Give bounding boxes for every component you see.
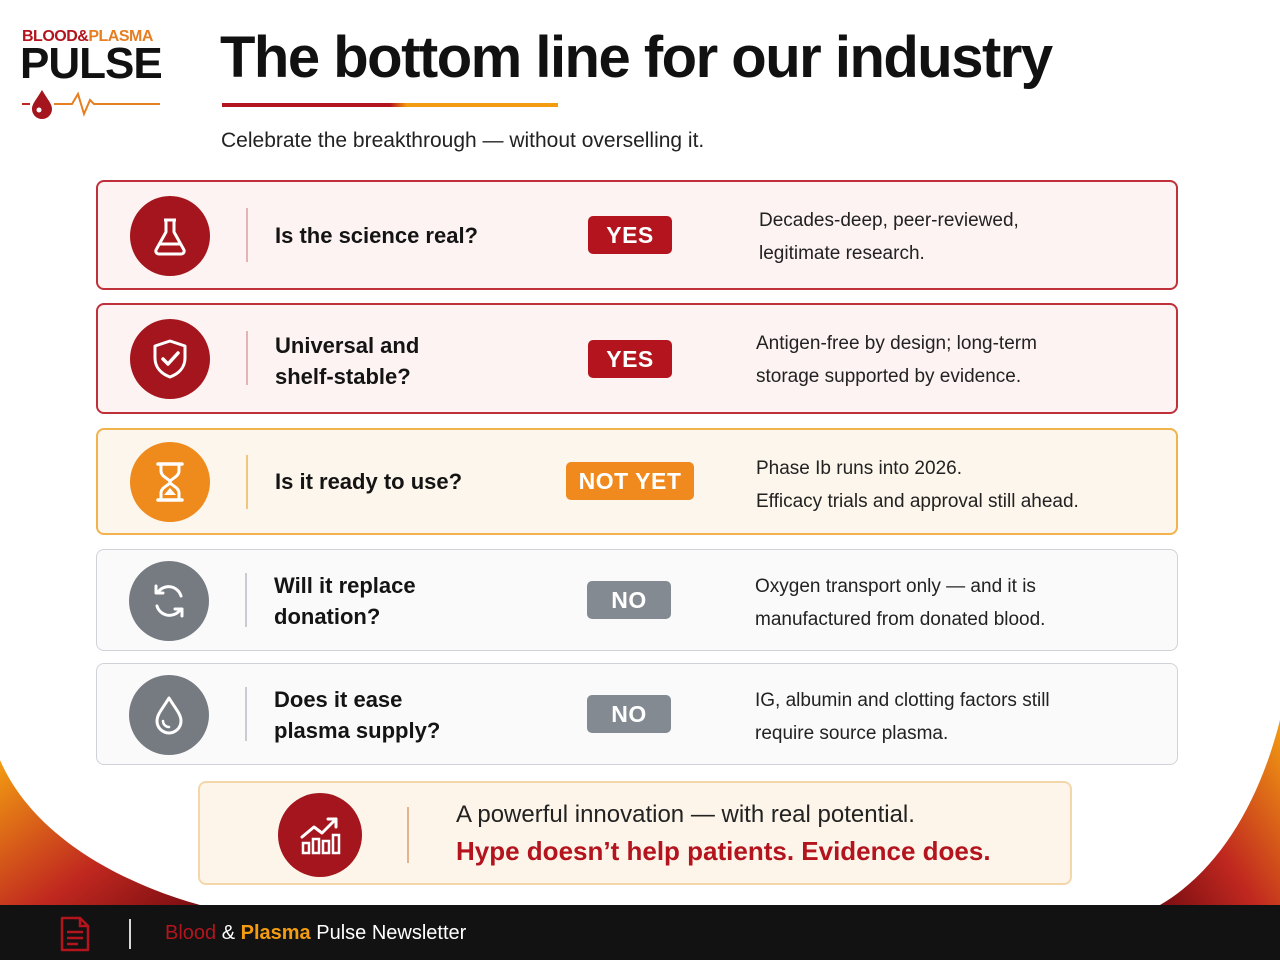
page-title: The bottom line for our industry (220, 25, 1053, 90)
hourglass-icon (130, 442, 210, 522)
row-divider (246, 331, 248, 385)
callout-divider (407, 807, 409, 863)
blood-drop-heartbeat-icon (22, 90, 160, 119)
shield-check-icon (130, 319, 210, 399)
footer-ampersand: & (221, 922, 236, 944)
status-badge-yes: YES (588, 216, 672, 254)
row-description-line: require source plasma. (755, 723, 949, 744)
callout-statement: A powerful innovation — with real potent… (456, 801, 915, 828)
row-description: Antigen-free by design; long-term storag… (756, 327, 1156, 393)
logo-wordmark: PULSE (20, 39, 163, 88)
row-question: Is the science real? (275, 223, 478, 248)
brand-logo: BLOOD&PLASMA PULSE (20, 26, 170, 126)
refresh-cycle-icon (129, 561, 209, 641)
row-ready-to-use: Is it ready to use? NOT YET Phase Ib run… (96, 428, 1178, 535)
row-question: Does it ease plasma supply? (274, 687, 441, 743)
status-badge-no: NO (587, 695, 671, 733)
row-description-line: Decades-deep, peer-reviewed, (759, 210, 1019, 231)
row-question: Universal and shelf-stable? (275, 333, 420, 389)
title-underline (222, 103, 558, 107)
footer-divider (129, 919, 131, 949)
conclusion-callout: A powerful innovation — with real potent… (198, 781, 1072, 885)
row-description-line: Antigen-free by design; long-term (756, 333, 1037, 354)
callout-emphasis: Hype doesn’t help patients. Evidence doe… (456, 836, 991, 866)
row-description-line: Efficacy trials and approval still ahead… (756, 491, 1079, 512)
row-divider (246, 208, 248, 262)
row-universal-shelf-stable: Universal and shelf-stable? YES Antigen-… (96, 303, 1178, 414)
row-description: Phase Ib runs into 2026. Efficacy trials… (756, 452, 1166, 518)
row-description: IG, albumin and clotting factors still r… (755, 684, 1155, 750)
footer-word-blood: Blood (165, 922, 217, 944)
row-description-line: storage supported by evidence. (756, 366, 1022, 387)
row-divider (245, 573, 247, 627)
row-divider (246, 455, 248, 509)
document-icon (60, 916, 90, 952)
row-description: Decades-deep, peer-reviewed, legitimate … (759, 204, 1159, 270)
logo-word-blood: BLOOD (22, 28, 78, 45)
logo-ampersand: & (77, 28, 89, 45)
row-divider (245, 687, 247, 741)
flask-icon (130, 196, 210, 276)
row-science-real: Is the science real? YES Decades-deep, p… (96, 180, 1178, 290)
row-description: Oxygen transport only — and it is manufa… (755, 570, 1155, 636)
water-drop-icon (129, 675, 209, 755)
row-question: Is it ready to use? (275, 469, 463, 494)
footer-bar: Blood & Plasma Pulse Newsletter (0, 905, 1280, 960)
row-description-line: manufactured from donated blood. (755, 609, 1046, 630)
status-badge-not-yet: NOT YET (566, 462, 694, 500)
growth-chart-icon (278, 793, 362, 877)
logo-word-plasma: PLASMA (88, 28, 153, 45)
row-description-line: Oxygen transport only — and it is (755, 576, 1036, 597)
row-plasma-supply: Does it ease plasma supply? NO IG, album… (96, 663, 1178, 765)
row-description-line: legitimate research. (759, 243, 925, 264)
row-replace-donation: Will it replace donation? NO Oxygen tran… (96, 549, 1178, 651)
page-subtitle: Celebrate the breakthrough — without ove… (221, 129, 705, 152)
row-description-line: Phase Ib runs into 2026. (756, 458, 962, 479)
footer-newsletter-name: Blood & Plasma Pulse Newsletter (165, 922, 466, 945)
row-description-line: IG, albumin and clotting factors still (755, 690, 1050, 711)
status-badge-yes: YES (588, 340, 672, 378)
logo-tagline: BLOOD&PLASMA (22, 28, 153, 46)
footer-word-pulse-newsletter: Pulse Newsletter (316, 922, 467, 944)
status-badge-no: NO (587, 581, 671, 619)
footer-word-plasma: Plasma (240, 922, 311, 944)
row-question: Will it replace donation? (274, 573, 416, 629)
